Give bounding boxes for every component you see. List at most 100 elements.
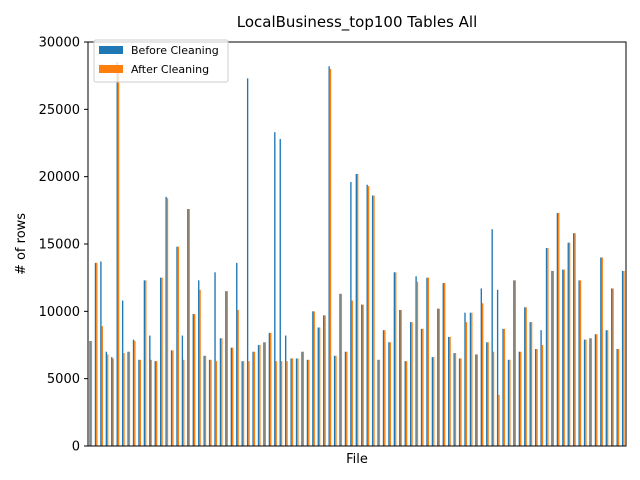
bar-after-cleaning-19 (193, 314, 196, 446)
y-axis: 0 5000 10000 15000 20000 25000 30000 (39, 36, 88, 455)
bar-after-cleaning-34 (275, 361, 277, 446)
bar-after-cleaning-25 (226, 291, 228, 446)
bar-after-cleaning-44 (329, 68, 332, 447)
bar-before-cleaning-76 (502, 328, 504, 446)
bar-before-cleaning-17 (181, 335, 184, 446)
bar-after-cleaning-6 (123, 353, 125, 446)
bar-before-cleaning-81 (529, 322, 531, 446)
bar-before-cleaning-86 (556, 213, 559, 446)
bar-after-cleaning-39 (302, 351, 305, 446)
bar-after-cleaning-51 (367, 186, 370, 446)
bar-before-cleaning-18 (187, 208, 189, 446)
bar-before-cleaning-78 (513, 280, 515, 446)
bar-before-cleaning-39 (301, 351, 303, 446)
bar-after-cleaning-74 (492, 351, 495, 446)
bar-after-cleaning-10 (145, 280, 147, 446)
bar-before-cleaning-72 (480, 288, 482, 446)
bar-after-cleaning-58 (405, 361, 408, 446)
bar-after-cleaning-48 (351, 300, 353, 446)
bar-before-cleaning-84 (545, 248, 548, 446)
bar-before-cleaning-77 (507, 359, 510, 446)
bar-after-cleaning-85 (552, 270, 554, 446)
bar-after-cleaning-61 (422, 328, 424, 446)
bar-after-cleaning-68 (460, 358, 462, 446)
bar-before-cleaning-13 (160, 277, 162, 446)
bar-after-cleaning-53 (378, 359, 381, 446)
y-tick-label-25000: 25000 (39, 103, 80, 118)
bar-after-cleaning-87 (563, 269, 565, 446)
bar-before-cleaning-19 (192, 314, 194, 446)
bar-after-cleaning-16 (177, 246, 180, 446)
bar-before-cleaning-94 (600, 257, 602, 446)
bar-before-cleaning-35 (279, 138, 281, 446)
bars-group (89, 62, 625, 447)
bar-after-cleaning-30 (253, 351, 256, 446)
bar-after-cleaning-4 (112, 358, 114, 446)
bar-before-cleaning-62 (426, 277, 428, 446)
bar-before-cleaning-53 (377, 359, 379, 446)
x-axis-label: File (346, 452, 368, 467)
bar-after-cleaning-82 (536, 349, 538, 446)
bar-before-cleaning-66 (448, 336, 450, 446)
bar-before-cleaning-65 (442, 283, 444, 446)
bar-after-cleaning-54 (384, 330, 386, 446)
bar-after-cleaning-91 (585, 339, 587, 446)
bar-after-cleaning-11 (150, 359, 152, 446)
bar-before-cleaning-58 (404, 361, 406, 446)
bar-after-cleaning-73 (487, 342, 489, 446)
bar-after-cleaning-78 (514, 280, 516, 446)
bar-after-cleaning-72 (481, 303, 484, 446)
bar-after-cleaning-7 (128, 351, 131, 446)
bar-after-cleaning-26 (232, 347, 234, 446)
bar-before-cleaning-60 (415, 276, 417, 446)
bar-after-cleaning-0 (90, 340, 93, 446)
bar-after-cleaning-40 (308, 359, 310, 446)
bar-after-cleaning-35 (280, 361, 283, 446)
bar-before-cleaning-37 (290, 358, 292, 446)
bar-after-cleaning-8 (134, 340, 136, 446)
y-tick-label-15000: 15000 (39, 238, 80, 253)
bar-before-cleaning-56 (393, 272, 396, 446)
bar-before-cleaning-29 (246, 78, 249, 447)
bar-before-cleaning-25 (225, 291, 227, 446)
bar-after-cleaning-76 (503, 328, 506, 446)
bar-before-cleaning-69 (464, 312, 466, 446)
bar-after-cleaning-96 (612, 288, 614, 446)
bar-before-cleaning-51 (366, 184, 368, 446)
bar-before-cleaning-14 (165, 196, 167, 446)
bar-before-cleaning-68 (458, 358, 461, 446)
bar-after-cleaning-67 (454, 353, 457, 446)
bar-before-cleaning-91 (583, 339, 586, 446)
bar-before-cleaning-11 (149, 335, 151, 446)
bar-after-cleaning-83 (541, 345, 544, 446)
bar-before-cleaning-38 (295, 358, 298, 446)
legend: Before Cleaning After Cleaning (93, 39, 229, 83)
bar-after-cleaning-71 (476, 354, 478, 446)
bar-before-cleaning-23 (214, 272, 216, 446)
bar-before-cleaning-47 (344, 351, 347, 446)
bar-after-cleaning-63 (433, 357, 435, 446)
bar-after-cleaning-37 (291, 358, 294, 446)
bar-before-cleaning-75 (496, 289, 499, 446)
bar-before-cleaning-87 (562, 269, 564, 446)
bar-before-cleaning-28 (241, 361, 243, 446)
bar-after-cleaning-2 (101, 326, 103, 446)
bar-before-cleaning-57 (399, 309, 401, 446)
bar-before-cleaning-6 (121, 300, 124, 446)
bar-after-cleaning-89 (574, 233, 576, 446)
bar-before-cleaning-44 (328, 66, 330, 447)
bar-before-cleaning-24 (219, 338, 222, 446)
bar-after-cleaning-24 (221, 338, 223, 446)
y-tick-label-10000: 10000 (39, 305, 80, 320)
bar-after-cleaning-92 (590, 338, 593, 446)
y-axis-label: # of rows (14, 213, 29, 275)
bar-after-cleaning-59 (411, 322, 413, 446)
bar-before-cleaning-49 (355, 173, 357, 446)
bar-after-cleaning-14 (166, 198, 169, 446)
bar-after-cleaning-31 (259, 345, 261, 446)
bar-after-cleaning-13 (161, 277, 163, 446)
legend-box (93, 39, 229, 83)
bar-before-cleaning-9 (138, 359, 140, 446)
bar-after-cleaning-62 (427, 277, 430, 446)
bar-after-cleaning-98 (623, 270, 625, 446)
